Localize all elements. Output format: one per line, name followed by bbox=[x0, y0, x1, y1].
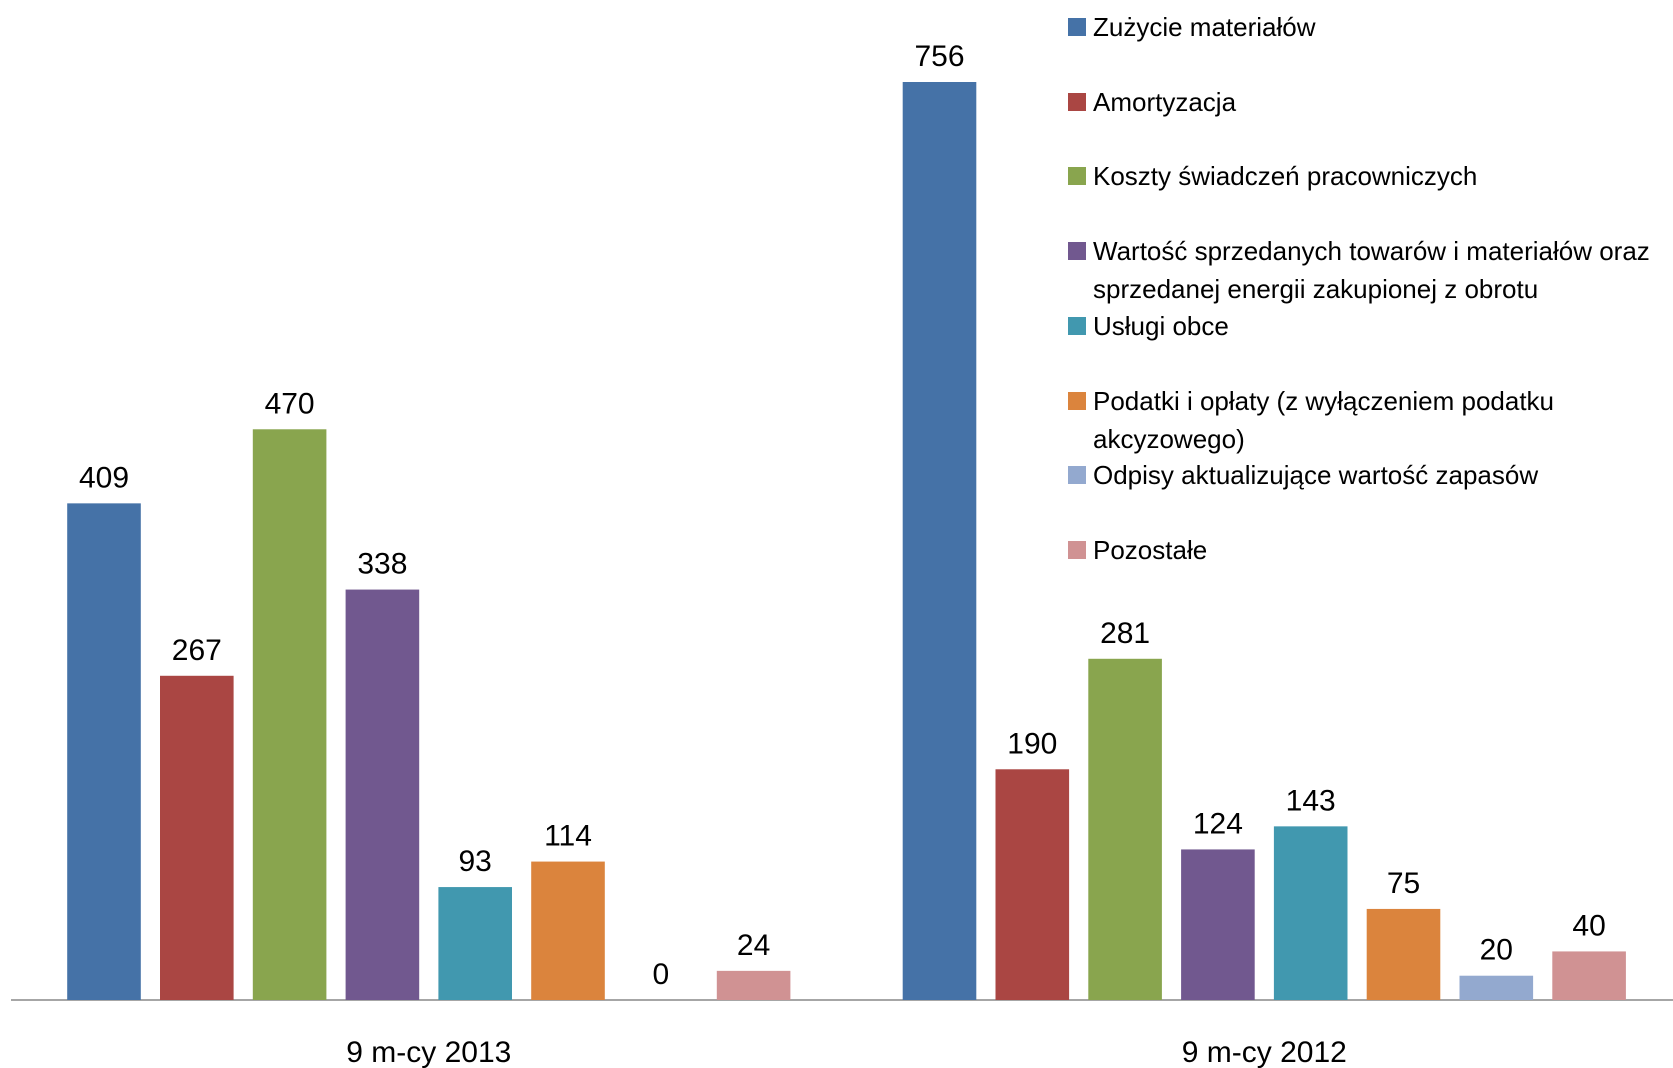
legend-entry: Koszty świadczeń pracowniczych bbox=[1068, 157, 1668, 195]
data-label: 338 bbox=[357, 548, 407, 581]
legend-label: Odpisy aktualizujące wartość zapasów bbox=[1093, 460, 1539, 491]
legend-swatch bbox=[1068, 167, 1086, 186]
data-label: 470 bbox=[265, 387, 315, 420]
bar bbox=[1181, 849, 1255, 1000]
bar bbox=[345, 589, 420, 1000]
data-label: 114 bbox=[544, 820, 592, 853]
data-label: 190 bbox=[1007, 727, 1057, 760]
legend-swatch bbox=[1068, 242, 1086, 261]
x-tick-label: 9 m-cy 2013 bbox=[346, 1036, 511, 1068]
bar bbox=[1459, 975, 1534, 1000]
legend-swatch bbox=[1068, 540, 1086, 559]
data-label: 267 bbox=[172, 634, 222, 667]
data-label: 24 bbox=[737, 929, 770, 962]
bar bbox=[252, 429, 327, 1000]
data-label: 20 bbox=[1480, 934, 1513, 967]
bar bbox=[67, 503, 141, 1000]
legend-swatch bbox=[1068, 316, 1086, 335]
data-label: 281 bbox=[1100, 617, 1150, 650]
legend-label: Koszty świadczeń pracowniczych bbox=[1093, 161, 1478, 192]
legend-entry: Wartość sprzedanych towarów i materiałów… bbox=[1068, 232, 1668, 308]
data-label: 0 bbox=[652, 958, 669, 991]
legend-swatch bbox=[1068, 466, 1086, 485]
bar bbox=[1552, 951, 1626, 1000]
bar bbox=[902, 82, 977, 1000]
legend-label: Usługi obce bbox=[1093, 310, 1229, 341]
legend-label: Wartość sprzedanych towarów i materiałów… bbox=[1093, 236, 1650, 305]
legend-swatch bbox=[1068, 18, 1086, 36]
legend-label: Podatki i opłaty (z wyłączeniem podatku … bbox=[1093, 385, 1555, 454]
bar bbox=[716, 970, 791, 1000]
data-label: 756 bbox=[914, 40, 964, 73]
data-label: 409 bbox=[79, 461, 129, 494]
legend-entry: Zużycie materiałów bbox=[1068, 8, 1668, 46]
data-label: 124 bbox=[1193, 807, 1243, 840]
legend-entry: Amortyzacja bbox=[1068, 83, 1668, 121]
bar bbox=[531, 861, 605, 1000]
x-tick-label: 9 m-cy 2012 bbox=[1182, 1036, 1347, 1068]
data-label: 75 bbox=[1387, 867, 1420, 900]
data-label: 93 bbox=[459, 845, 492, 878]
bar bbox=[1273, 826, 1348, 1000]
legend-swatch bbox=[1068, 391, 1086, 410]
legend-entry: Podatki i opłaty (z wyłączeniem podatku … bbox=[1068, 382, 1668, 458]
legend-swatch bbox=[1068, 92, 1086, 111]
legend-entry: Usługi obce bbox=[1068, 307, 1668, 345]
bar bbox=[1088, 658, 1162, 1000]
bar bbox=[438, 887, 512, 1000]
legend-label: Pozostałe bbox=[1093, 534, 1208, 565]
bar bbox=[160, 675, 234, 1000]
legend-entry: Odpisy aktualizujące wartość zapasów bbox=[1068, 456, 1668, 494]
bar bbox=[995, 769, 1070, 1000]
legend-label: Amortyzacja bbox=[1093, 86, 1237, 117]
bar bbox=[1366, 908, 1441, 1000]
legend-entry: Pozostałe bbox=[1068, 531, 1668, 569]
data-label: 40 bbox=[1572, 909, 1605, 942]
data-label: 143 bbox=[1286, 784, 1336, 817]
legend-label: Zużycie materiałów bbox=[1093, 12, 1316, 42]
